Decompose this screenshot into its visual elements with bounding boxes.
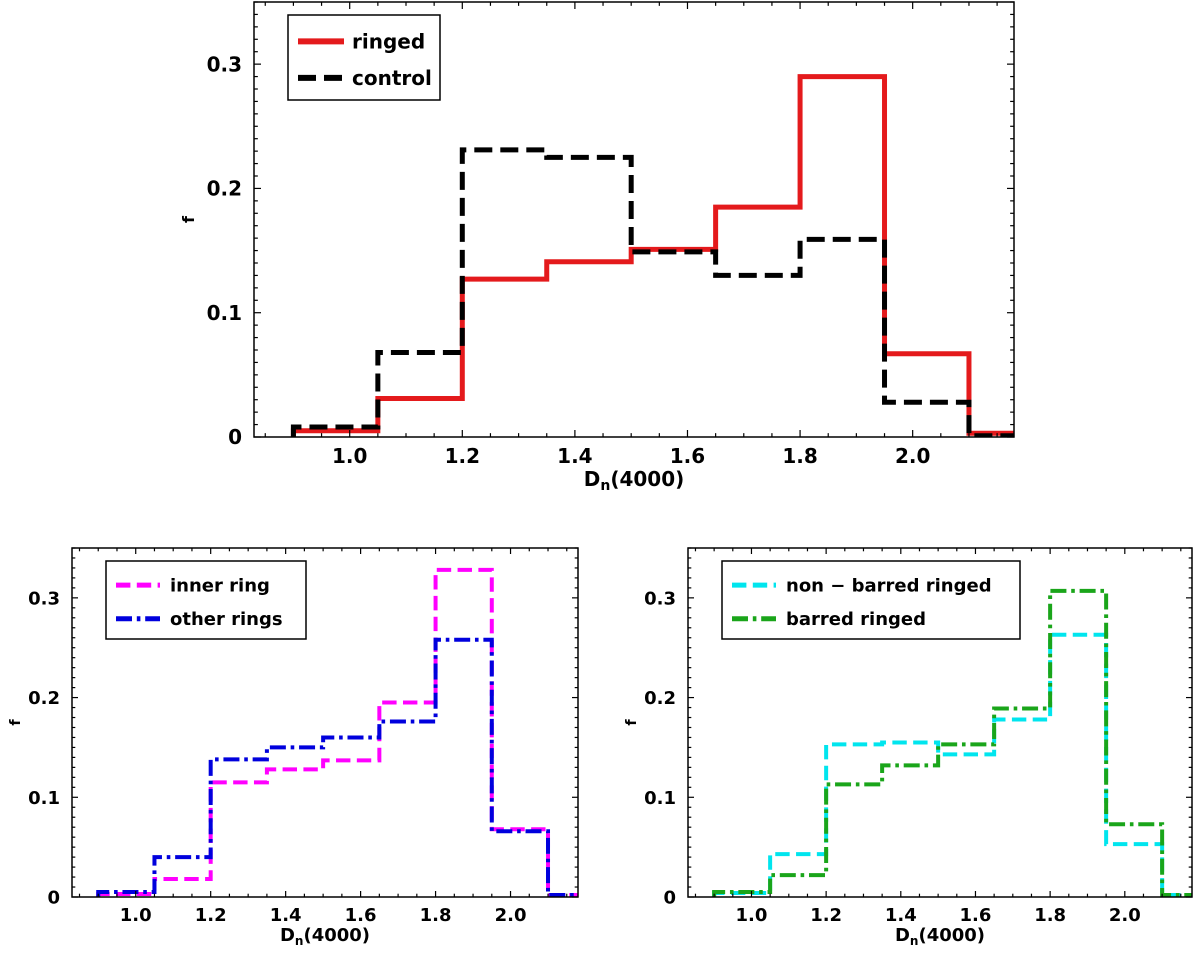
chart-panel-top: 1.0 1.2 1.4 1.6 1.8 2.0 0 0.1 0.2 0.3 Dn(4000) f rin… [179, 1, 1015, 494]
plot-area [96, 567, 578, 897]
y-axis-title: f [624, 719, 640, 726]
legend-label: other rings [170, 609, 283, 630]
legend-box [721, 560, 1021, 640]
x-axis-title: Dn(4000) [895, 925, 985, 948]
x-tick-label: 2.0 [495, 905, 527, 926]
legend-label: non − barred ringed [786, 576, 992, 597]
y-tick-label: 0.1 [28, 788, 60, 809]
x-tick-label: 1.8 [782, 444, 817, 468]
series-control-line [290, 147, 1014, 437]
chart-panel-bottom-right: 1.0 1.2 1.4 1.6 1.8 2.0 0 0.1 0.2 0.3 Dn(4000) f non… [624, 547, 1193, 948]
y-tick-label: 0.2 [644, 688, 676, 709]
y-tick-label: 0.2 [207, 177, 242, 201]
legend-label: control [352, 66, 432, 90]
plot-area [290, 74, 1014, 437]
y-tick-label: 0 [228, 425, 242, 449]
x-tick-label: 1.0 [120, 905, 152, 926]
legend: inner ring other rings [105, 560, 307, 640]
y-tick-label: 0.2 [28, 688, 60, 709]
series-other-rings-line [96, 637, 578, 897]
y-tick-label: 0 [663, 887, 676, 908]
legend: ringed control [287, 14, 441, 101]
legend-label: ringed [352, 30, 425, 54]
y-tick-label: 0.1 [207, 301, 242, 325]
axes-frame [253, 1, 1015, 438]
x-axis-title: Dn(4000) [280, 925, 370, 948]
x-tick-label: 2.0 [1109, 905, 1141, 926]
x-axis-title: Dn(4000) [584, 467, 685, 494]
x-tick-label: 1.2 [810, 905, 842, 926]
axes-frame [687, 547, 1193, 898]
legend-box [105, 560, 307, 640]
x-tick-label: 1.2 [445, 444, 480, 468]
x-tick-label: 1.2 [195, 905, 227, 926]
x-tick-label: 1.8 [420, 905, 452, 926]
x-tick-label: 1.4 [885, 905, 917, 926]
x-tick-label: 1.8 [1034, 905, 1066, 926]
x-tick-label: 1.0 [736, 905, 768, 926]
x-tick-label: 1.4 [270, 905, 302, 926]
axes-frame [71, 547, 579, 898]
legend-box [287, 14, 441, 101]
legend: non − barred ringed barred ringed [721, 560, 1021, 640]
chart-panel-bottom-left: 1.0 1.2 1.4 1.6 1.8 2.0 0 0.1 0.2 0.3 Dn(4000) f inn… [8, 547, 579, 948]
y-tick-label: 0.3 [644, 588, 676, 609]
y-tick-label: 0.3 [207, 52, 242, 76]
x-tick-label: 1.6 [345, 905, 377, 926]
y-tick-label: 0.1 [644, 788, 676, 809]
y-tick-label: 0.3 [28, 588, 60, 609]
y-tick-label: 0 [47, 887, 60, 908]
x-tick-label: 1.0 [332, 444, 367, 468]
series-ringed-line [290, 74, 1014, 437]
x-tick-label: 1.6 [670, 444, 705, 468]
y-axis-title: f [179, 215, 198, 223]
x-tick-label: 1.6 [960, 905, 992, 926]
y-axis-title: f [8, 719, 24, 726]
series-non-barred-ringed-line [712, 632, 1192, 897]
x-tick-label: 2.0 [895, 444, 930, 468]
legend-label: inner ring [170, 576, 270, 597]
plot-area [712, 588, 1192, 897]
x-tick-label: 1.4 [557, 444, 592, 468]
legend-label: barred ringed [786, 609, 926, 630]
